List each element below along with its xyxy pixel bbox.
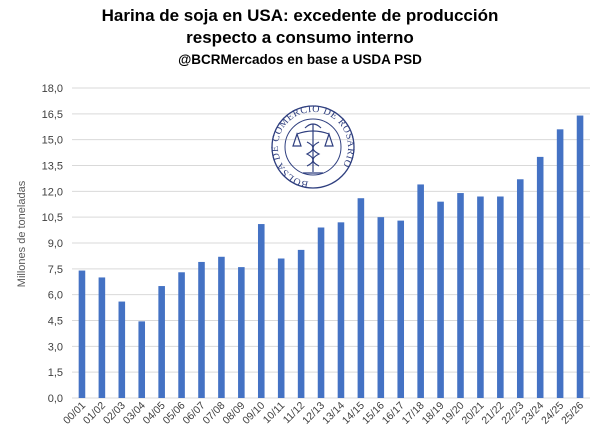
y-tick-label: 1,5	[48, 367, 63, 379]
x-tick-label: 10/11	[261, 400, 288, 427]
bar-17-18	[417, 184, 424, 398]
y-tick-label: 15,0	[42, 135, 63, 147]
bar-18-19	[437, 201, 444, 398]
y-tick-label: 3,0	[48, 341, 63, 353]
y-tick-label: 10,5	[42, 212, 63, 224]
bar-20-21	[477, 196, 484, 398]
bar-06-07	[198, 261, 205, 398]
bar-07-08	[218, 256, 225, 398]
bar-16-17	[397, 220, 405, 398]
bar-15-16	[377, 217, 385, 398]
x-tick-label: 09/10	[240, 400, 267, 427]
bar-24-25	[556, 129, 564, 399]
y-tick-label: 13,5	[42, 161, 63, 173]
bar-14-15	[357, 198, 365, 398]
chart-title-line2: respecto a consumo interno	[186, 28, 414, 47]
y-tick-label: 12,0	[42, 186, 63, 198]
y-tick-label: 4,5	[48, 316, 63, 328]
bar-02-03	[118, 301, 126, 398]
bcr-logo-watermark: BOLSA DE COMERCIO DE ROSARIO	[270, 104, 356, 190]
bar-25-26	[576, 115, 584, 399]
bars	[78, 115, 584, 399]
bar-04-05	[158, 286, 165, 398]
y-tick-label: 0,0	[48, 393, 63, 405]
x-tick-labels: 00/0101/0202/0303/0404/0505/0606/0707/08…	[61, 400, 586, 427]
bar-23-24	[536, 156, 544, 398]
bar-09-10	[257, 224, 265, 398]
bar-03-04	[138, 321, 146, 398]
x-tick-label: 25/26	[559, 400, 586, 427]
y-tick-label: 7,5	[48, 264, 63, 276]
bar-22-23	[516, 179, 524, 398]
chart-subtitle: @BCRMercados en base a USDA PSD	[178, 52, 422, 67]
y-tick-label: 18,0	[42, 83, 63, 95]
bar-13-14	[337, 222, 345, 398]
y-tick-labels: 0,0 1,5 3,0 4,5 6,0 7,5 9,0 10,5 12,0 13,5 15,0 16,…	[42, 83, 63, 405]
bar-01-02	[98, 277, 106, 398]
bar-19-20	[457, 193, 464, 398]
bar-00-01	[78, 270, 86, 398]
y-tick-label: 16,5	[42, 109, 63, 121]
y-tick-label: 6,0	[48, 290, 63, 302]
bar-08-09	[238, 267, 245, 398]
bar-11-12	[297, 249, 305, 398]
y-tick-label: 9,0	[48, 238, 63, 250]
bar-12-13	[317, 227, 325, 398]
chart-title: Harina de soja en USA: excedente de prod…	[101, 6, 499, 25]
gridlines	[72, 87, 590, 399]
bar-21-22	[497, 196, 504, 398]
y-axis-label: Millones de toneladas	[16, 180, 28, 287]
bar-10-11	[277, 258, 285, 398]
bar-05-06	[178, 272, 185, 398]
caduceus-scales-icon	[292, 123, 334, 174]
